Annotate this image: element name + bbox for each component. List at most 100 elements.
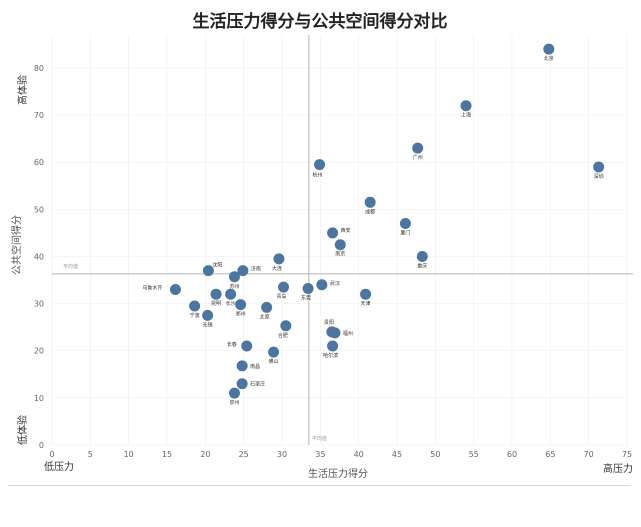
x-tick-label: 30 xyxy=(277,450,287,459)
x-tick-label: 45 xyxy=(392,450,402,459)
point-label: 沈阳 xyxy=(212,262,222,269)
x-tick-label: 20 xyxy=(200,450,210,459)
point-label: 东莞 xyxy=(301,295,311,302)
x-tick-label: 10 xyxy=(124,450,134,459)
x-average-label: 平均值 xyxy=(312,435,327,442)
x-tick-label: 5 xyxy=(88,450,93,459)
data-point xyxy=(327,340,339,352)
point-label: 合肥 xyxy=(278,332,288,339)
point-label: 重庆 xyxy=(417,262,427,269)
x-tick-label: 0 xyxy=(49,450,54,459)
point-label: 佛山 xyxy=(269,358,279,365)
y-tick-label: 80 xyxy=(34,64,44,73)
y-tick-label: 20 xyxy=(34,347,44,356)
point-label: 济南 xyxy=(251,266,261,273)
point-label: 杭州 xyxy=(313,172,323,179)
data-point xyxy=(399,218,411,230)
y-axis-high-label: 高体验 xyxy=(16,75,29,105)
point-label: 深圳 xyxy=(594,173,604,180)
point-label: 上海 xyxy=(461,112,471,119)
data-point xyxy=(460,100,472,112)
y-axis-title: 公共空间得分 xyxy=(10,215,23,275)
point-label: 泉州 xyxy=(229,399,239,406)
data-point xyxy=(225,288,237,300)
data-point xyxy=(235,299,247,311)
data-point xyxy=(302,283,314,295)
x-tick-label: 40 xyxy=(354,450,364,459)
data-point xyxy=(237,265,249,277)
y-tick-label: 50 xyxy=(34,205,44,214)
data-point xyxy=(228,387,240,399)
data-point xyxy=(329,327,341,339)
point-label: 郑州 xyxy=(236,311,246,318)
chart-title: 生活压力得分与公共空间得分对比 xyxy=(193,11,448,32)
data-point xyxy=(360,288,372,300)
point-label: 太原 xyxy=(260,313,270,320)
x-tick-label: 70 xyxy=(584,450,594,459)
footer-divider xyxy=(8,485,631,486)
axis-ticks: 0 5 10 15 20 25 30 35 40 45 50 55 60 65 70 75 0 10 20 30 40 5… xyxy=(34,64,632,459)
data-point xyxy=(236,360,248,372)
data-point xyxy=(364,196,376,208)
data-point xyxy=(316,279,328,291)
x-tick-label: 25 xyxy=(239,450,249,459)
x-tick-label: 65 xyxy=(545,450,555,459)
y-tick-label: 30 xyxy=(34,300,44,309)
x-tick-label: 50 xyxy=(430,450,440,459)
y-axis-low-label: 低体验 xyxy=(16,415,29,445)
point-label: 福州 xyxy=(343,330,353,337)
point-label: 成都 xyxy=(365,208,375,215)
data-point xyxy=(273,253,285,265)
point-label: 厦门 xyxy=(400,230,410,237)
data-point xyxy=(189,300,201,312)
point-label: 宁波 xyxy=(190,312,200,319)
point-label: 西安 xyxy=(341,227,351,234)
data-point xyxy=(268,346,280,358)
point-label: 无锡 xyxy=(203,321,213,328)
data-point xyxy=(236,378,248,390)
x-tick-label: 35 xyxy=(315,450,325,459)
point-label: 广州 xyxy=(413,154,423,161)
y-tick-label: 40 xyxy=(34,252,44,261)
point-label: 昆明 xyxy=(211,301,221,307)
y-average-label: 平均值 xyxy=(63,263,78,270)
point-label: 南京 xyxy=(335,251,345,258)
y-tick-label: 60 xyxy=(34,158,44,167)
data-point xyxy=(210,288,222,300)
point-label: 乌鲁木齐 xyxy=(142,284,162,291)
y-tick-label: 10 xyxy=(34,394,44,403)
point-label: 天津 xyxy=(361,300,371,307)
point-label: 青岛 xyxy=(277,293,287,300)
x-axis-low-label: 低压力 xyxy=(44,460,74,473)
data-point xyxy=(261,301,273,313)
point-label: 石家庄 xyxy=(250,381,265,388)
x-tick-label: 75 xyxy=(622,450,632,459)
x-axis-high-label: 高压力 xyxy=(603,462,633,475)
y-tick-label: 70 xyxy=(34,111,44,120)
point-label: 南昌 xyxy=(250,363,260,370)
data-point xyxy=(543,43,555,55)
x-tick-label: 15 xyxy=(162,450,172,459)
point-label: 哈尔滨 xyxy=(323,352,338,359)
data-point xyxy=(416,250,428,262)
data-point xyxy=(228,271,240,283)
point-label: 苏州 xyxy=(229,283,239,290)
point-label: 长沙 xyxy=(226,300,236,307)
data-point xyxy=(334,239,346,251)
data-point xyxy=(327,227,339,239)
data-point xyxy=(412,142,424,154)
grid xyxy=(51,35,628,446)
data-point xyxy=(169,283,181,295)
data-point xyxy=(280,320,292,332)
x-axis-title: 生活压力得分 xyxy=(308,467,368,480)
data-point xyxy=(202,265,214,277)
point-label: 大连 xyxy=(272,265,282,272)
point-label: 北京 xyxy=(544,55,554,62)
point-label: 长春 xyxy=(227,341,237,348)
data-point xyxy=(593,161,605,173)
point-label: 贵阳 xyxy=(324,319,334,326)
data-point xyxy=(241,340,253,352)
data-point xyxy=(314,159,326,171)
